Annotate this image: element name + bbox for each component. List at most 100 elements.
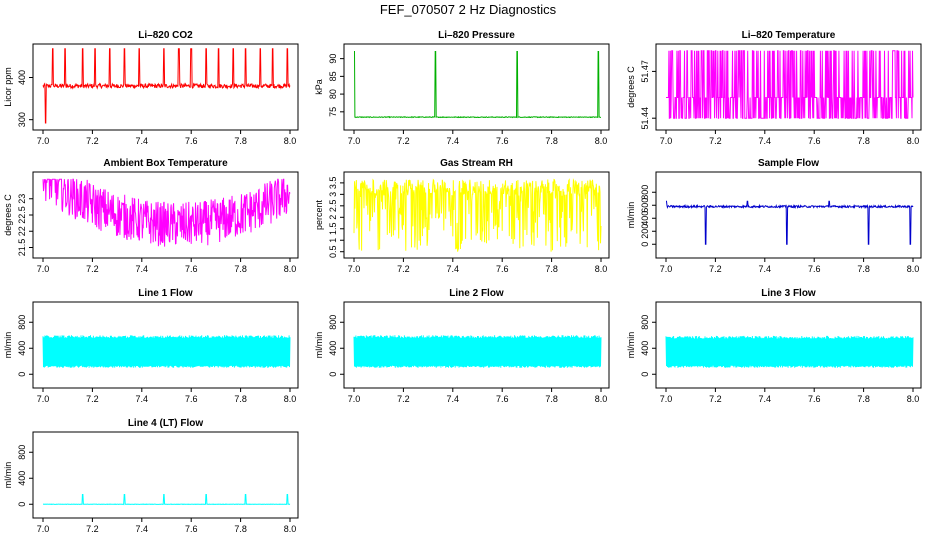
x-tick-label: 7.6 xyxy=(808,394,821,404)
x-tick-label: 7.6 xyxy=(808,264,821,274)
x-tick-label: 7.4 xyxy=(136,264,149,274)
panel-4: Gas Stream RH percent 7.0 7.2 7.4 7.6 7.8 8.0 0.… xyxy=(314,158,610,274)
x-tick-label: 8.0 xyxy=(284,264,297,274)
y-tick-label: 400 xyxy=(328,341,338,356)
x-tick-label: 8.0 xyxy=(907,264,920,274)
x-tick-label: 8.0 xyxy=(284,524,297,534)
x-tick-label: 8.0 xyxy=(907,394,920,404)
y-tick-label: 400 xyxy=(17,471,27,486)
x-tick-label: 7.8 xyxy=(234,394,247,404)
y-tick-label: 51.47 xyxy=(640,60,650,83)
figure-title: FEF_070507 2 Hz Diagnostics xyxy=(379,2,557,17)
x-tick-label: 7.4 xyxy=(136,524,149,534)
data-series-line xyxy=(666,50,914,119)
y-axis-label: ml/min xyxy=(3,462,13,489)
x-tick-label: 7.6 xyxy=(496,264,509,274)
y-tick-label: 3.5 xyxy=(328,177,338,190)
x-tick-label: 7.6 xyxy=(185,394,198,404)
x-tick-label: 7.8 xyxy=(545,394,558,404)
y-tick-label: 400 xyxy=(640,341,650,356)
x-tick-label: 7.6 xyxy=(185,264,198,274)
x-tick-label: 8.0 xyxy=(284,136,297,146)
x-tick-label: 7.6 xyxy=(808,136,821,146)
y-tick-label: 800 xyxy=(17,315,27,330)
x-tick-label: 7.2 xyxy=(709,264,722,274)
x-tick-label: 7.4 xyxy=(759,136,772,146)
x-tick-label: 7.0 xyxy=(37,264,50,274)
y-tick-label: 0 xyxy=(640,372,650,377)
x-tick-label: 7.0 xyxy=(37,136,50,146)
x-tick-label: 7.2 xyxy=(397,136,410,146)
y-tick-label: 300 xyxy=(17,112,27,127)
x-tick-label: 8.0 xyxy=(595,136,608,146)
y-tick-label: 800 xyxy=(328,315,338,330)
panel-title: Line 4 (LT) Flow xyxy=(128,418,204,429)
panel-title: Line 3 Flow xyxy=(761,288,816,299)
data-series-line xyxy=(42,48,291,124)
x-tick-label: 7.4 xyxy=(759,394,772,404)
y-tick-label: 0.5 xyxy=(328,245,338,258)
y-tick-label: 800 xyxy=(17,445,27,460)
y-tick-label: 1.5 xyxy=(328,223,338,236)
y-axis-label: ml/min xyxy=(314,332,324,359)
y-axis-label: ml/min xyxy=(626,332,636,359)
y-tick-label: 600 xyxy=(640,198,650,213)
x-tick-label: 7.2 xyxy=(86,394,99,404)
data-series-line xyxy=(42,335,291,368)
y-tick-label: 0 xyxy=(640,242,650,247)
panel-3: Ambient Box Temperature degrees C 7.0 7.2 7.… xyxy=(3,158,299,274)
y-tick-label: 23 xyxy=(17,194,27,204)
y-axis-label: kPa xyxy=(314,79,324,95)
x-tick-label: 7.8 xyxy=(857,394,870,404)
x-tick-label: 8.0 xyxy=(907,136,920,146)
panel-title: Li–820 Pressure xyxy=(438,30,515,41)
panel-1: Li–820 Pressure kPa 7.0 7.2 7.4 7.6 7.8 8.0 75 80… xyxy=(314,30,610,146)
data-series-line xyxy=(666,200,914,245)
plot-frame xyxy=(343,43,610,131)
x-tick-label: 7.6 xyxy=(496,136,509,146)
x-tick-label: 7.8 xyxy=(234,136,247,146)
y-tick-label: 80 xyxy=(328,89,338,99)
y-tick-label: 51.44 xyxy=(640,107,650,130)
y-axis-label: degrees C xyxy=(3,194,13,236)
x-tick-label: 7.0 xyxy=(348,394,361,404)
y-tick-label: 0 xyxy=(328,372,338,377)
y-axis-label: ml/min xyxy=(626,202,636,229)
plot-frame xyxy=(655,43,922,131)
y-tick-label: 90 xyxy=(328,54,338,64)
x-tick-label: 7.2 xyxy=(397,394,410,404)
plot-frame xyxy=(655,171,922,259)
x-tick-label: 7.2 xyxy=(86,524,99,534)
x-tick-label: 7.2 xyxy=(86,264,99,274)
panel-0: Li–820 CO2 Licor ppm 7.0 7.2 7.4 7.6 7.8 8.0 300… xyxy=(3,30,299,146)
panel-title: Gas Stream RH xyxy=(440,158,513,169)
y-tick-label: 21.5 xyxy=(17,239,27,257)
panel-title: Line 2 Flow xyxy=(449,288,504,299)
y-tick-label: 200 xyxy=(640,224,650,239)
x-tick-label: 8.0 xyxy=(284,394,297,404)
x-tick-label: 7.4 xyxy=(447,394,460,404)
x-tick-label: 7.8 xyxy=(234,524,247,534)
data-series-line xyxy=(665,335,914,368)
y-tick-label: 0 xyxy=(17,502,27,507)
x-tick-label: 7.8 xyxy=(545,264,558,274)
x-tick-label: 7.2 xyxy=(709,394,722,404)
panel-6: Line 1 Flow ml/min 7.0 7.2 7.4 7.6 7.8 8.0 0 400 8… xyxy=(3,288,299,404)
plot-frame xyxy=(655,301,922,389)
x-tick-label: 7.8 xyxy=(234,264,247,274)
y-tick-label: 400 xyxy=(17,70,27,85)
y-tick-label: 2 xyxy=(328,215,338,220)
x-tick-label: 7.4 xyxy=(136,394,149,404)
panel-7: Line 2 Flow ml/min 7.0 7.2 7.4 7.6 7.8 8.0 0 400 8… xyxy=(314,288,610,404)
x-tick-label: 7.4 xyxy=(759,264,772,274)
x-tick-label: 7.2 xyxy=(709,136,722,146)
data-series-line xyxy=(43,494,291,506)
x-tick-label: 7.8 xyxy=(545,136,558,146)
x-tick-label: 7.4 xyxy=(447,136,460,146)
x-tick-label: 7.2 xyxy=(86,136,99,146)
y-tick-label: 1 xyxy=(328,238,338,243)
x-tick-label: 7.2 xyxy=(397,264,410,274)
x-tick-label: 7.0 xyxy=(348,136,361,146)
plot-frame xyxy=(343,171,610,259)
x-tick-label: 7.4 xyxy=(447,264,460,274)
